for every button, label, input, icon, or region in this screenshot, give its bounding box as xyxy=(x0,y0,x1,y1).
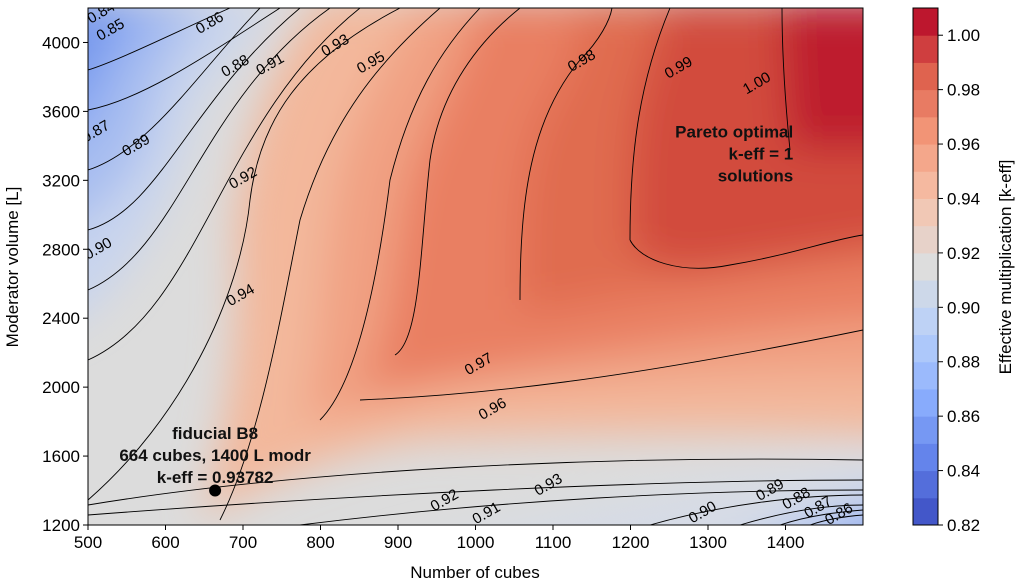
annotation-line: k-eff = 0.93782 xyxy=(157,468,274,487)
x-tick-label: 800 xyxy=(306,533,334,552)
annotation-line: solutions xyxy=(718,166,794,185)
x-tick-label: 700 xyxy=(229,533,257,552)
contour-line xyxy=(88,8,301,231)
colorbar-band xyxy=(913,252,938,281)
contour-line xyxy=(88,8,331,291)
colorbar-tick-label: 0.86 xyxy=(947,407,980,426)
y-axis: 1200 1600 2000 2400 2800 3200 3600 4000 xyxy=(42,33,88,535)
colorbar: 0.82 0.84 0.86 0.88 0.90 0.92 0.94 0.96 0.98 1.00… xyxy=(912,7,1015,535)
colorbar-band xyxy=(913,307,938,336)
contour-line xyxy=(88,479,863,516)
contour-line xyxy=(319,8,481,421)
colorbar-band xyxy=(913,361,938,390)
contour-line xyxy=(299,489,863,525)
colorbar-band xyxy=(913,144,938,172)
contour-line xyxy=(629,8,671,241)
contour-line xyxy=(739,504,863,525)
x-tick-label: 500 xyxy=(74,533,102,552)
y-tick-label: 2400 xyxy=(42,309,80,328)
colorbar-band xyxy=(913,225,938,254)
fiducial-layer xyxy=(209,484,222,497)
fill-region-091-lr xyxy=(511,459,863,525)
y-tick-label: 2800 xyxy=(42,240,80,259)
x-tick-label: 1000 xyxy=(457,533,495,552)
fill-region-083-lr xyxy=(820,530,1019,584)
x-tick-label: 1100 xyxy=(535,533,572,552)
colorbar-band xyxy=(913,171,938,199)
y-tick-label: 3200 xyxy=(42,171,80,190)
x-tick-label: 1300 xyxy=(689,533,727,552)
contour-line xyxy=(781,8,791,151)
contour-line xyxy=(359,329,863,401)
colorbar-band xyxy=(913,280,938,308)
colorbar-band xyxy=(913,62,938,91)
colorbar-tick-label: 0.84 xyxy=(947,462,980,481)
annotation-line: k-eff = 1 xyxy=(729,144,794,163)
y-axis-label: Moderator volume [L] xyxy=(3,187,22,348)
x-tick-label: 900 xyxy=(384,533,412,552)
x-axis: 500 600 700 800 900 1000 1100 1200 1300 1400 xyxy=(74,525,805,552)
colorbar-band xyxy=(913,8,938,36)
contour-line xyxy=(88,8,231,71)
colorbar-band xyxy=(913,89,938,118)
colorbar-tick-label: 0.92 xyxy=(947,244,980,263)
y-tick-label: 1200 xyxy=(42,516,80,535)
contour-line xyxy=(88,8,281,111)
colorbar-band xyxy=(913,470,938,499)
contour-line xyxy=(519,8,613,301)
colorbar-tick-label: 1.00 xyxy=(947,26,980,45)
contour-line xyxy=(88,8,361,361)
contour-line xyxy=(779,509,863,525)
fill-region-084 xyxy=(88,8,116,64)
fiducial-point xyxy=(209,484,222,497)
colorbar-tick-label: 0.96 xyxy=(947,135,980,154)
x-tick-label: 600 xyxy=(151,533,179,552)
annotation-line: 664 cubes, 1400 L modr xyxy=(119,446,311,465)
colorbar-band xyxy=(913,497,938,526)
colorbar-tick-label: 0.88 xyxy=(947,353,980,372)
annotation-layer: Pareto optimal k-eff = 1 solutions fiducial… xyxy=(119,122,793,487)
colorbar-band xyxy=(913,443,938,472)
colorbar-band xyxy=(913,116,938,145)
colorbar-tick-label: 0.94 xyxy=(947,189,980,208)
contour-line xyxy=(88,8,401,501)
y-tick-label: 2000 xyxy=(42,378,80,397)
contour-line xyxy=(394,8,521,356)
colorbar-bands xyxy=(913,8,938,526)
colorbar-band xyxy=(913,388,938,417)
colorbar-label: Effective multiplication [k-eff] xyxy=(996,160,1015,375)
contour-line xyxy=(809,514,863,525)
annotation-line: fiducial B8 xyxy=(172,424,258,443)
colorbar-band xyxy=(913,416,938,444)
colorbar-band xyxy=(913,334,938,363)
contour-line xyxy=(629,234,863,269)
contour-line xyxy=(88,458,863,506)
colorbar-frame xyxy=(912,7,939,526)
contour-lines xyxy=(88,8,863,525)
x-tick-label: 1200 xyxy=(612,533,650,552)
x-tick-label: 1400 xyxy=(767,533,805,552)
annotation-line: Pareto optimal xyxy=(675,122,793,141)
colorbar-tick-label: 0.98 xyxy=(947,81,980,100)
fill-region-088-lr xyxy=(783,496,863,525)
colorbar-tick-label: 0.90 xyxy=(947,298,980,317)
contour-line xyxy=(88,8,261,171)
colorbar-band xyxy=(913,35,938,63)
colorbar-band xyxy=(913,198,938,227)
fill-region-100 xyxy=(782,8,863,150)
colorbar-ticks: 0.82 0.84 0.86 0.88 0.90 0.92 0.94 0.96 0.98 1.00 xyxy=(938,26,980,535)
colorbar-tick-label: 0.82 xyxy=(947,516,980,535)
contour-line xyxy=(649,494,863,525)
y-tick-label: 4000 xyxy=(42,33,80,52)
y-tick-label: 3600 xyxy=(42,102,80,121)
fill-region-086 xyxy=(88,8,155,129)
contour-line xyxy=(219,8,441,521)
x-axis-label: Number of cubes xyxy=(410,563,539,582)
y-tick-label: 1600 xyxy=(42,447,80,466)
